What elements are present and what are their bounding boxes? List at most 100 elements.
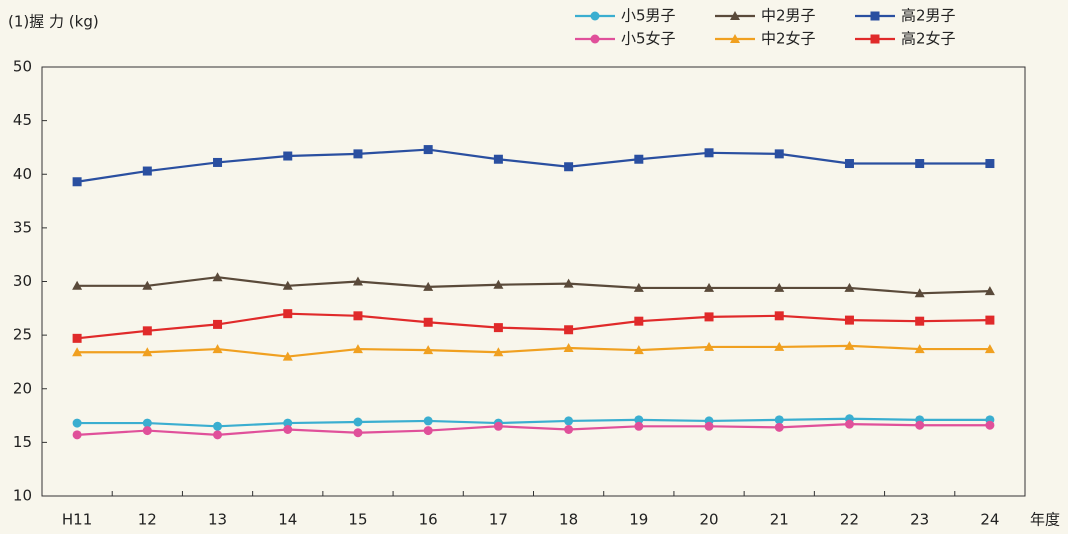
marker (213, 421, 223, 431)
marker (985, 159, 995, 169)
marker (72, 177, 82, 187)
marker (493, 421, 503, 431)
marker (213, 430, 223, 440)
marker (774, 341, 785, 351)
marker (984, 344, 995, 354)
marker (493, 347, 504, 357)
marker (283, 418, 293, 428)
marker (423, 416, 433, 426)
x-tick-label: 14 (278, 511, 297, 529)
marker (212, 344, 223, 354)
series-line (77, 417, 990, 428)
marker (72, 333, 82, 343)
marker (213, 157, 223, 167)
chart-subtitle: (1)握 力 (kg) (8, 13, 99, 31)
marker (844, 282, 855, 292)
marker (72, 418, 82, 428)
y-tick-label: 45 (13, 111, 32, 129)
marker (844, 315, 854, 325)
marker (493, 154, 503, 164)
marker (423, 317, 433, 327)
marker (564, 416, 574, 426)
legend-label: 中2男子 (761, 7, 816, 25)
marker (870, 34, 880, 44)
y-tick-label: 15 (13, 433, 32, 451)
marker (730, 11, 740, 20)
series-line (76, 312, 990, 340)
marker (142, 426, 152, 436)
marker (493, 323, 503, 333)
marker (844, 419, 854, 429)
x-tick-label: 12 (138, 511, 157, 529)
marker (283, 151, 293, 161)
marker (212, 272, 223, 282)
marker (915, 420, 925, 430)
marker (423, 345, 434, 355)
marker (704, 282, 715, 292)
marker (564, 325, 574, 335)
marker (353, 149, 363, 159)
marker (634, 316, 644, 326)
marker (985, 420, 995, 430)
marker (704, 312, 714, 322)
x-axis-label: 年度 (1030, 511, 1060, 529)
series-line (77, 276, 990, 295)
y-tick-label: 50 (13, 58, 32, 76)
marker (213, 319, 223, 329)
marker (564, 162, 574, 172)
marker (563, 278, 574, 288)
y-tick-label: 20 (13, 379, 32, 397)
marker (633, 345, 644, 355)
marker (423, 145, 433, 155)
marker (914, 344, 925, 354)
marker (844, 340, 855, 350)
marker (915, 316, 925, 326)
marker (730, 34, 740, 43)
x-tick-label: 13 (208, 511, 227, 529)
marker (634, 421, 644, 431)
marker (870, 11, 880, 21)
marker (914, 288, 925, 298)
y-tick-label: 10 (13, 487, 32, 505)
marker (353, 428, 363, 438)
marker (352, 344, 363, 354)
marker (590, 11, 600, 21)
marker (633, 282, 644, 292)
marker (283, 425, 293, 435)
marker (282, 280, 293, 290)
marker (283, 309, 293, 319)
legend-label: 高2女子 (901, 30, 956, 48)
marker (774, 311, 784, 321)
marker (704, 421, 714, 431)
marker (72, 430, 82, 440)
marker (282, 351, 293, 361)
legend-label: 中2女子 (761, 30, 816, 48)
marker (704, 341, 715, 351)
marker (142, 418, 152, 428)
marker (493, 279, 504, 289)
marker (774, 415, 784, 425)
marker (634, 154, 644, 164)
series-line (77, 423, 990, 436)
marker (915, 159, 925, 169)
marker (142, 326, 152, 336)
x-tick-label: H11 (62, 511, 92, 529)
marker (423, 426, 433, 436)
x-tick-label: 23 (910, 511, 929, 529)
marker (564, 425, 574, 435)
marker (985, 315, 995, 325)
marker (423, 281, 434, 291)
x-tick-label: 21 (770, 511, 789, 529)
x-tick-label: 20 (699, 511, 718, 529)
marker (844, 159, 854, 169)
x-tick-label: 24 (980, 511, 999, 529)
marker (353, 417, 363, 427)
series-line (76, 148, 990, 183)
x-tick-label: 15 (348, 511, 367, 529)
marker (72, 280, 83, 290)
y-tick-label: 40 (13, 165, 32, 183)
y-tick-label: 35 (13, 218, 32, 236)
marker (590, 34, 600, 44)
y-tick-label: 25 (13, 326, 32, 344)
